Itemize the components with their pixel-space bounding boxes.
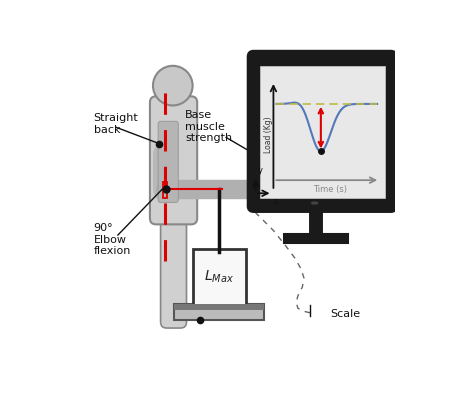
Text: Straight
back: Straight back: [93, 113, 138, 135]
Text: Scale: Scale: [330, 309, 360, 319]
Bar: [174, 304, 264, 320]
Text: z: z: [274, 197, 278, 206]
FancyBboxPatch shape: [158, 121, 178, 202]
Bar: [174, 304, 264, 310]
Text: $L_{Max}$: $L_{Max}$: [204, 269, 234, 286]
Bar: [163, 182, 167, 198]
FancyBboxPatch shape: [150, 96, 197, 225]
Text: 90°
Elbow
flexion: 90° Elbow flexion: [93, 223, 131, 256]
Text: y: y: [258, 166, 263, 175]
Ellipse shape: [247, 185, 260, 194]
FancyBboxPatch shape: [248, 51, 396, 211]
Circle shape: [153, 66, 192, 105]
Text: Load (Kg): Load (Kg): [264, 116, 273, 153]
Ellipse shape: [311, 202, 319, 205]
Bar: [284, 234, 348, 243]
Bar: [260, 66, 385, 198]
FancyBboxPatch shape: [161, 209, 186, 328]
Text: Base
muscle
strength: Base muscle strength: [185, 110, 232, 143]
Bar: [192, 249, 246, 305]
Text: Time (s): Time (s): [313, 185, 347, 194]
